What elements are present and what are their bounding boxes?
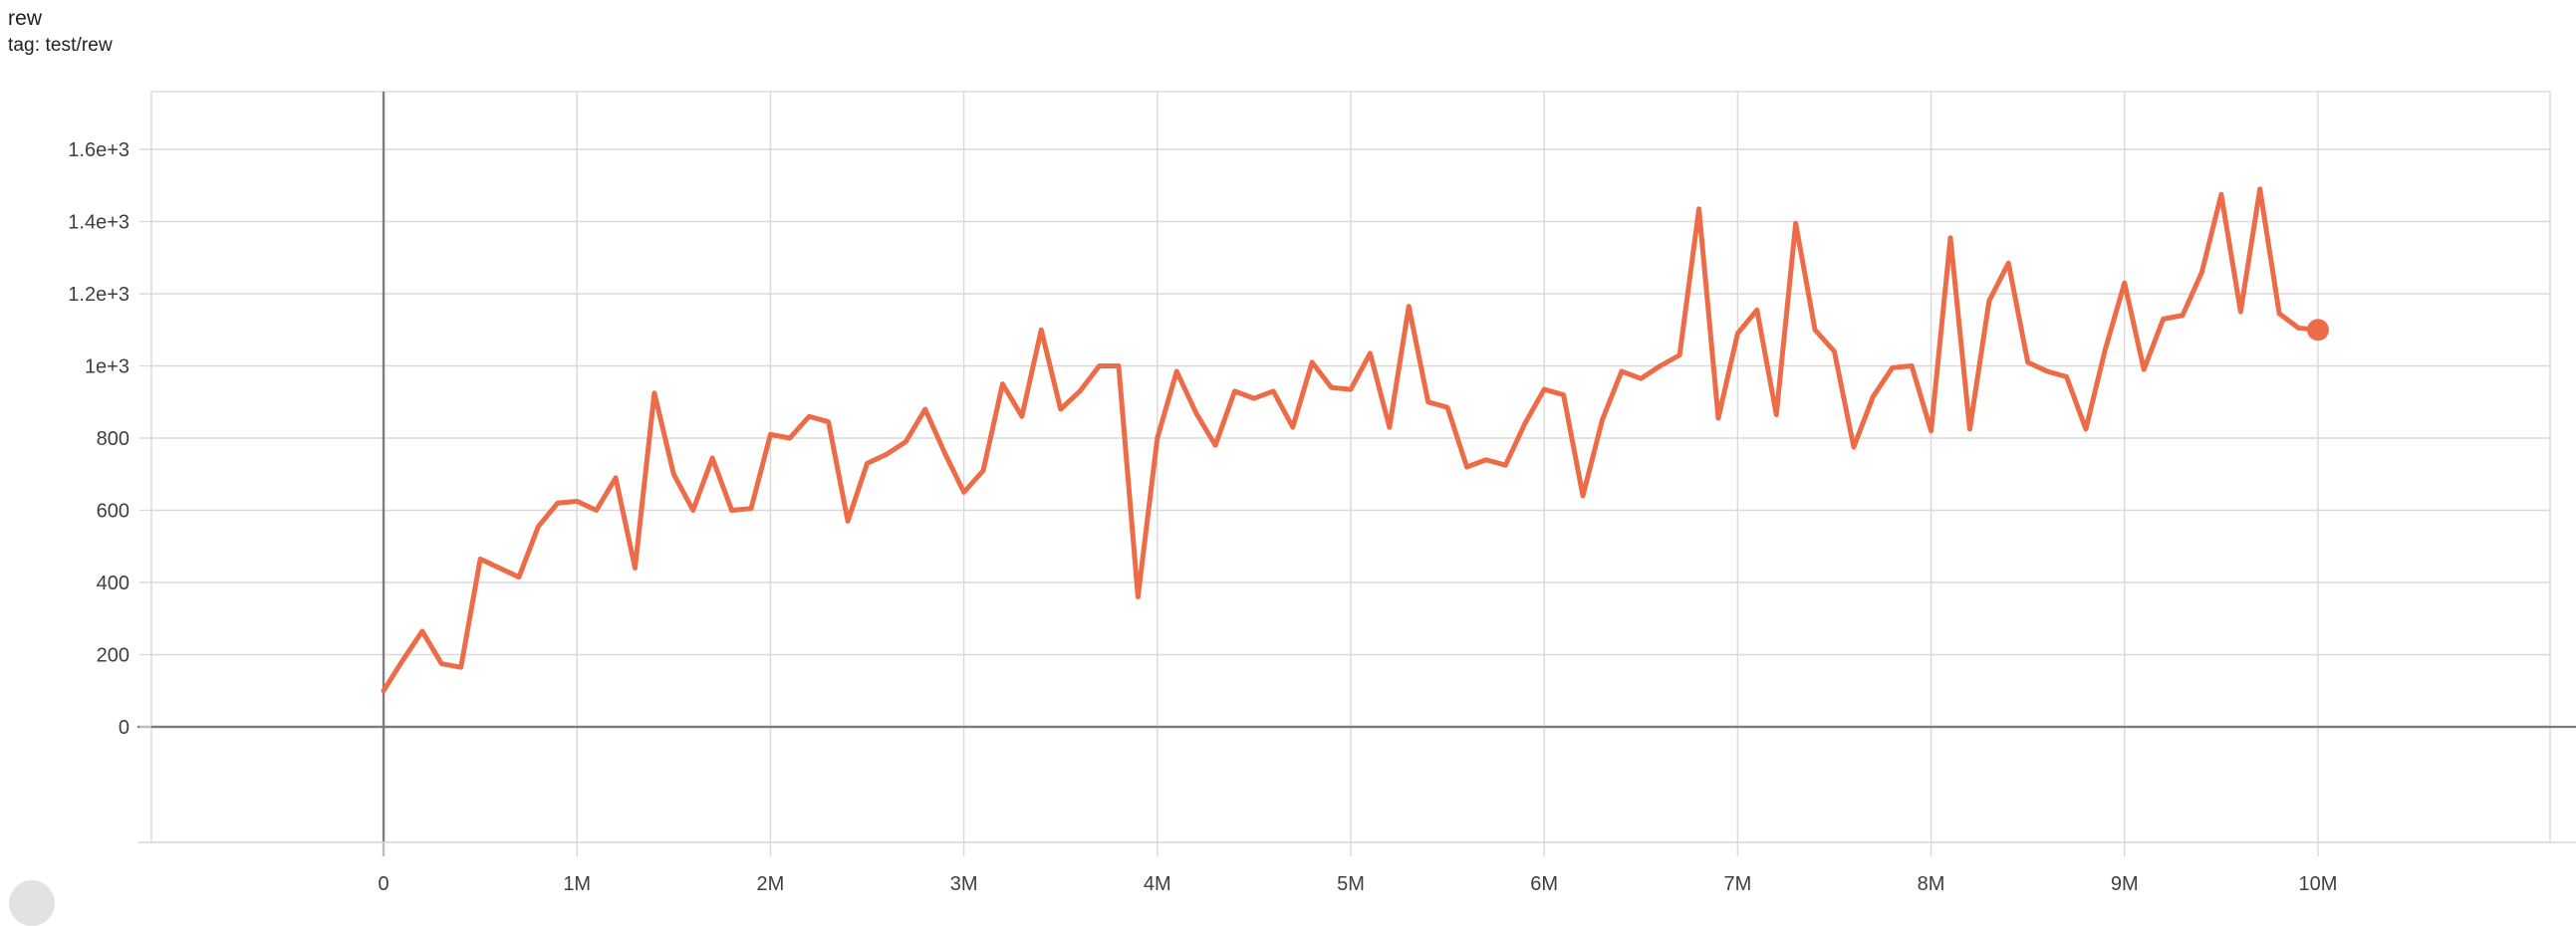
chart-svg[interactable]: 0 200 400 600 800 1e+3 1.2e+3 1.4e+3 1.6e+3 0 1M 2… xyxy=(0,0,2576,898)
chart-tag-subtitle: tag: test/rew xyxy=(8,34,113,56)
y-axis-tick-label: 0 xyxy=(119,717,129,739)
y-axis-tick-label: 600 xyxy=(97,501,129,523)
x-axis-tick-label: 2M xyxy=(757,873,785,895)
chart-header: rew tag: test/rew xyxy=(8,6,113,58)
data-series-group xyxy=(381,186,2321,694)
x-axis-labels-group: 0 1M 2M 3M 4M 5M 6M 7M 8M 9M 10M xyxy=(378,873,2337,895)
y-axis-tick-label: 1.2e+3 xyxy=(68,284,129,306)
y-axis-tick-label: 200 xyxy=(97,645,129,667)
y-axis-tick-label: 1e+3 xyxy=(85,356,129,378)
tick-marks-group xyxy=(139,148,2319,856)
page-title: rew xyxy=(8,7,43,30)
x-axis-tick-label: 3M xyxy=(950,873,978,895)
x-axis-tick-label: 0 xyxy=(378,873,388,895)
scalar-chart-plot[interactable]: 0 200 400 600 800 1e+3 1.2e+3 1.4e+3 1.6e+3 0 1M 2… xyxy=(0,0,2576,898)
x-axis-tick-label: 10M xyxy=(2299,873,2338,895)
y-axis-tick-label: 400 xyxy=(97,573,129,594)
y-axis-tick-label: 800 xyxy=(97,428,129,450)
y-axis-tick-label: 1.6e+3 xyxy=(68,139,129,161)
x-axis-tick-label: 7M xyxy=(1723,873,1751,895)
x-axis-tick-label: 5M xyxy=(1337,873,1365,895)
x-axis-tick-label: 1M xyxy=(563,873,591,895)
y-axis-tick-label: 1.4e+3 xyxy=(68,212,129,234)
last-point-marker-group xyxy=(2306,319,2329,342)
last-point-marker xyxy=(2306,319,2329,342)
y-axis-labels-group: 0 200 400 600 800 1e+3 1.2e+3 1.4e+3 1.6e+3 xyxy=(68,139,129,739)
chart-expand-fab-icon[interactable] xyxy=(9,880,55,926)
x-axis-tick-label: 9M xyxy=(2111,873,2139,895)
x-axis-tick-label: 6M xyxy=(1530,873,1558,895)
axis-lines-group xyxy=(137,92,2576,856)
series-line xyxy=(381,186,2321,694)
gridlines-group xyxy=(150,91,2551,843)
x-axis-tick-label: 8M xyxy=(1918,873,1945,895)
x-axis-tick-label: 4M xyxy=(1144,873,1171,895)
